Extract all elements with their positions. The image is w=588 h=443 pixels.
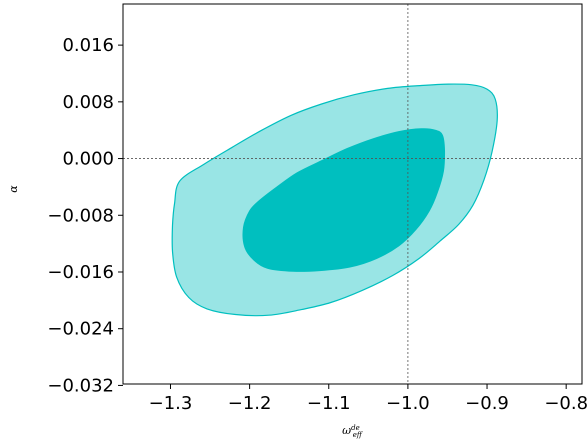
y-axis-label: α xyxy=(7,185,20,193)
x-tick-label: −0.9 xyxy=(465,393,509,414)
contour-68-region xyxy=(242,128,446,272)
x-tick-label: −1.0 xyxy=(386,393,430,414)
y-axis: 0.016 0.008 0.000 −0.008 −0.016 −0.024 −0.032 xyxy=(47,35,123,396)
x-tick-label: −1.1 xyxy=(307,393,351,414)
x-axis-label-sub: eff xyxy=(353,431,363,439)
y-tick-label: 0.000 xyxy=(62,149,114,170)
y-tick-label: −0.032 xyxy=(47,375,114,396)
x-axis-label-sup: de xyxy=(351,424,360,432)
y-tick-label: 0.008 xyxy=(62,92,114,113)
y-tick-label: 0.016 xyxy=(62,35,114,56)
y-tick-label: −0.008 xyxy=(47,205,114,226)
x-tick-label: −1.2 xyxy=(228,393,272,414)
x-tick-label: −1.3 xyxy=(149,393,193,414)
x-axis: −1.3 −1.2 −1.1 −1.0 −0.9 −0.8 xyxy=(149,384,588,414)
plot-frame xyxy=(122,3,583,385)
x-tick-label: −0.8 xyxy=(544,393,588,414)
plot-area xyxy=(123,4,582,384)
y-tick-label: −0.024 xyxy=(47,319,114,340)
x-axis-label: ωde eff xyxy=(342,424,363,439)
y-tick-label: −0.016 xyxy=(47,262,114,283)
